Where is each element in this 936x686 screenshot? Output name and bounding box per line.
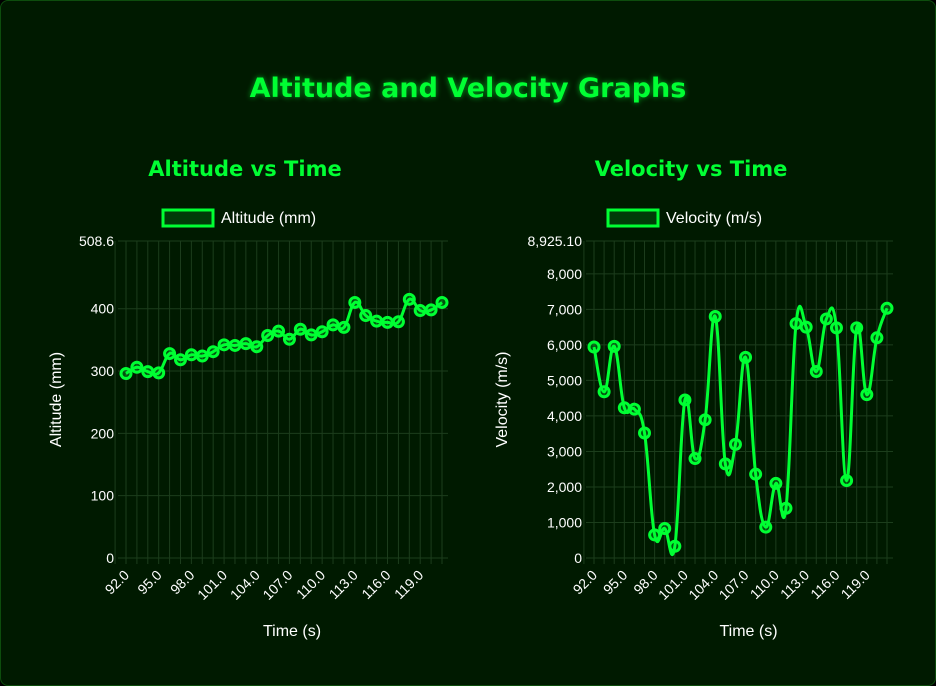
altitude-legend-label: Altitude (mm)	[221, 210, 316, 227]
altitude-data-point	[130, 360, 144, 374]
altitude-data-point	[152, 366, 166, 380]
velocity-data-point	[860, 388, 874, 402]
velocity-x-tick-label: 95.0	[600, 567, 631, 598]
velocity-data-point	[627, 402, 641, 416]
velocity-x-tick-label: 101.0	[655, 567, 691, 603]
altitude-data-point	[391, 315, 405, 329]
altitude-y-tick-label: 200	[91, 425, 115, 441]
velocity-y-tick-label: 2,000	[547, 479, 582, 495]
velocity-data-point	[819, 312, 833, 326]
velocity-y-tick-label: 1,000	[547, 514, 582, 530]
velocity-y-tick-label: 5,000	[547, 372, 582, 388]
altitude-data-point	[337, 320, 351, 334]
velocity-y-tick-label: 8,925.10	[528, 233, 583, 249]
velocity-data-point	[880, 301, 894, 315]
altitude-data-point	[402, 292, 416, 306]
velocity-data-point	[597, 385, 611, 399]
altitude-series-line	[125, 297, 443, 376]
velocity-data-point	[799, 320, 813, 334]
altitude-data-point	[304, 328, 318, 342]
velocity-x-tick-label: 104.0	[685, 567, 721, 603]
altitude-data-point	[272, 324, 286, 338]
velocity-data-point	[829, 321, 843, 335]
velocity-y-tick-label: 0	[574, 550, 582, 566]
altitude-data-point	[348, 295, 362, 309]
altitude-y-tick-label: 508.6	[79, 233, 114, 249]
velocity-data-point	[587, 340, 601, 354]
velocity-data-point	[749, 467, 763, 481]
velocity-data-point	[678, 393, 692, 407]
altitude-y-tick-label: 100	[91, 488, 115, 504]
altitude-data-point	[173, 353, 187, 367]
velocity-data-point	[809, 365, 823, 379]
velocity-data-point	[870, 331, 884, 345]
altitude-data-point	[119, 367, 133, 381]
altitude-data-point	[282, 332, 296, 346]
altitude-data-point	[424, 303, 438, 317]
velocity-legend-label: Velocity (m/s)	[666, 210, 762, 227]
velocity-data-point	[658, 522, 672, 536]
velocity-data-point	[668, 539, 682, 553]
altitude-data-point	[315, 325, 329, 339]
velocity-y-axis-label: Velocity (m/s)	[494, 351, 511, 447]
velocity-data-point	[840, 474, 854, 488]
altitude-data-point	[239, 337, 253, 351]
altitude-y-tick-label: 0	[106, 550, 114, 566]
altitude-legend-swatch	[161, 208, 215, 228]
velocity-y-tick-label: 4,000	[547, 408, 582, 424]
velocity-data-point	[850, 321, 864, 335]
velocity-x-tick-label: 107.0	[716, 567, 752, 603]
altitude-data-point	[206, 345, 220, 359]
page-title: Altitude and Velocity Graphs	[249, 73, 687, 104]
velocity-y-tick-label: 6,000	[547, 337, 582, 353]
altitude-y-tick-label: 300	[91, 363, 115, 379]
velocity-data-point	[739, 350, 753, 364]
velocity-y-tick-label: 7,000	[547, 301, 582, 317]
velocity-data-point	[759, 520, 773, 534]
velocity-data-point	[688, 452, 702, 466]
velocity-data-point	[617, 401, 631, 415]
velocity-data-point	[779, 501, 793, 515]
altitude-data-point	[261, 328, 275, 342]
altitude-y-tick-label: 400	[91, 301, 115, 317]
altitude-y-axis-label: Altitude (mm)	[48, 352, 65, 447]
altitude-data-point	[435, 295, 449, 309]
velocity-series-line	[592, 304, 889, 557]
altitude-data-point	[359, 309, 373, 323]
velocity-data-point	[718, 457, 732, 471]
velocity-x-tick-label: 92.0	[570, 567, 601, 598]
velocity-data-point	[708, 309, 722, 323]
altitude-chart-title: Altitude vs Time	[148, 157, 342, 181]
velocity-x-tick-label: 119.0	[838, 567, 874, 603]
velocity-x-axis-label: Time (s)	[719, 623, 777, 640]
velocity-x-tick-label: 116.0	[807, 567, 843, 603]
velocity-data-point	[648, 528, 662, 542]
velocity-x-tick-label: 110.0	[747, 567, 783, 603]
velocity-data-point	[789, 317, 803, 331]
velocity-y-tick-label: 3,000	[547, 443, 582, 459]
velocity-data-point	[698, 413, 712, 427]
velocity-x-tick-label: 113.0	[777, 567, 813, 603]
altitude-x-axis-label: Time (s)	[263, 623, 321, 640]
velocity-y-tick-label: 8,000	[547, 266, 582, 282]
velocity-data-point	[638, 426, 652, 440]
velocity-data-point	[728, 437, 742, 451]
velocity-data-point	[769, 476, 783, 490]
altitude-data-point	[250, 340, 264, 354]
velocity-legend-swatch	[606, 208, 660, 228]
altitude-data-point	[163, 347, 177, 361]
velocity-data-point	[607, 339, 621, 353]
altitude-data-point	[293, 322, 307, 336]
velocity-chart-title: Velocity vs Time	[594, 157, 788, 181]
altitude-data-point	[195, 349, 209, 363]
